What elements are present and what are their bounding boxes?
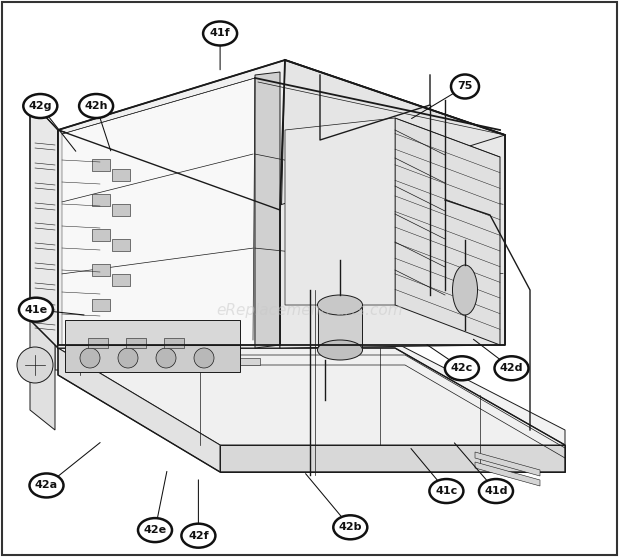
Text: 41f: 41f [210, 28, 231, 39]
Polygon shape [285, 118, 395, 305]
Text: 42b: 42b [339, 522, 362, 532]
Text: 42g: 42g [29, 101, 52, 111]
Polygon shape [88, 338, 108, 348]
Ellipse shape [19, 297, 53, 322]
Text: eReplacementParts.com: eReplacementParts.com [216, 302, 404, 318]
Bar [92, 229, 110, 241]
Circle shape [118, 348, 138, 368]
Ellipse shape [479, 479, 513, 503]
Polygon shape [55, 340, 565, 460]
Ellipse shape [317, 295, 363, 315]
Text: 41d: 41d [484, 486, 508, 496]
Polygon shape [475, 462, 540, 486]
Polygon shape [58, 348, 220, 472]
Polygon shape [58, 60, 505, 205]
Polygon shape [100, 358, 140, 365]
Ellipse shape [495, 356, 528, 381]
Polygon shape [126, 338, 146, 348]
Ellipse shape [317, 340, 363, 360]
Ellipse shape [430, 479, 463, 503]
Text: 42a: 42a [35, 480, 58, 490]
Ellipse shape [334, 515, 367, 540]
Polygon shape [220, 445, 565, 472]
Bar [92, 194, 110, 206]
Polygon shape [65, 345, 240, 372]
Bar [92, 159, 110, 171]
Polygon shape [280, 60, 505, 345]
Bar [112, 169, 130, 181]
Text: 42d: 42d [500, 363, 523, 373]
Text: 42c: 42c [451, 363, 473, 373]
Circle shape [80, 348, 100, 368]
Ellipse shape [182, 523, 215, 548]
Ellipse shape [453, 265, 477, 315]
Ellipse shape [445, 356, 479, 381]
Circle shape [156, 348, 176, 368]
Polygon shape [255, 72, 280, 348]
Bar [112, 274, 130, 286]
Polygon shape [58, 348, 565, 445]
Bar [92, 264, 110, 276]
Ellipse shape [79, 94, 113, 118]
Ellipse shape [138, 518, 172, 542]
Circle shape [194, 348, 214, 368]
Polygon shape [30, 100, 58, 348]
Text: 42f: 42f [188, 531, 209, 541]
Ellipse shape [24, 94, 57, 118]
Text: 41c: 41c [435, 486, 458, 496]
Ellipse shape [451, 74, 479, 99]
Polygon shape [30, 320, 55, 430]
Bar [92, 299, 110, 311]
Text: 41e: 41e [24, 305, 48, 315]
Polygon shape [58, 130, 280, 348]
Polygon shape [65, 320, 240, 345]
Polygon shape [164, 338, 184, 348]
Ellipse shape [30, 473, 63, 498]
Polygon shape [220, 358, 260, 365]
Polygon shape [395, 118, 500, 345]
Circle shape [17, 347, 53, 383]
Text: 42e: 42e [143, 525, 167, 535]
Bar [112, 204, 130, 216]
Bar [112, 239, 130, 251]
Polygon shape [62, 78, 255, 345]
Polygon shape [475, 452, 540, 476]
Polygon shape [318, 305, 362, 350]
Text: 75: 75 [458, 81, 472, 92]
Ellipse shape [203, 21, 237, 46]
Text: 42h: 42h [84, 101, 108, 111]
Polygon shape [160, 358, 200, 365]
Polygon shape [280, 135, 505, 348]
